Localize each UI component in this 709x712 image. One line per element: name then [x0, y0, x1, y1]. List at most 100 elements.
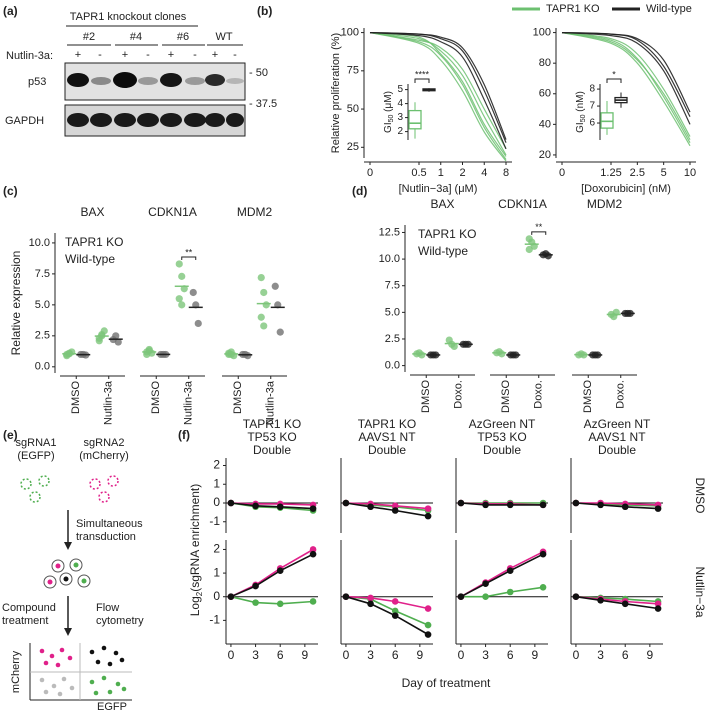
x-tick-label: Doxo.: [453, 380, 465, 409]
data-point: [309, 505, 317, 512]
inset-y-label: GI50 (nM): [575, 91, 587, 133]
x-tick-label: 3: [482, 648, 489, 662]
y-tick-label: 25: [347, 141, 359, 153]
panel-label: (f): [178, 428, 190, 442]
data-point: [112, 332, 120, 340]
x-tick-label: 6: [392, 648, 399, 662]
band: [226, 78, 244, 84]
data-point: [621, 503, 629, 511]
dose-curve: [561, 31, 691, 144]
y-tick-label: 2.5: [35, 330, 50, 342]
virus-icons: [20, 475, 50, 503]
y-tick-label: 0.0: [385, 360, 400, 372]
trend-line: [460, 586, 544, 598]
data-point: [257, 313, 265, 321]
data-point: [276, 567, 284, 575]
legend-label: Wild-type: [418, 244, 468, 258]
x-tick-label: 1: [438, 167, 444, 179]
data-point: [309, 550, 317, 558]
data-point: [260, 288, 268, 297]
data-point: [227, 593, 235, 601]
band: [113, 72, 137, 88]
x-tick-label: 1.25: [600, 167, 621, 179]
y-tick-label: 7: [589, 101, 595, 112]
cell-marker: [47, 579, 53, 585]
data-point: [276, 600, 284, 608]
x-tick-label: Doxo.: [533, 380, 545, 409]
y-tick-label: 60: [539, 88, 551, 100]
data-point: [367, 600, 374, 608]
significance-bracket: [181, 256, 197, 260]
data-point: [654, 605, 662, 612]
data-point: [189, 288, 197, 297]
y-tick-label: 3: [397, 112, 403, 123]
data-point: [391, 502, 399, 510]
dots-mcherry: [39, 647, 73, 668]
x-axis-title: [Doxorubicin] (nM): [581, 183, 671, 195]
diagram-text: cytometry: [96, 615, 144, 627]
trend-line: [460, 502, 544, 506]
trend-line: [575, 502, 659, 506]
y-axis-title: Log2(sgRNA enrichment): [188, 484, 204, 617]
dose-curve: [369, 31, 507, 150]
arrowhead: [64, 628, 72, 636]
diagram-text: sgRNA1: [16, 437, 57, 449]
trend-line: [575, 595, 659, 610]
data-point: [276, 328, 284, 336]
dots-double: [89, 645, 125, 667]
x-tick-label: 8: [503, 167, 509, 179]
y-tick-label: 1: [213, 476, 220, 490]
x-tick-label: 3: [597, 648, 604, 662]
x-tick-label: 9: [532, 648, 539, 662]
x-tick-label: 5: [661, 167, 667, 179]
label-part: (μM): [383, 91, 394, 115]
data-point: [276, 503, 284, 511]
data-point: [482, 593, 489, 601]
clone-label: #6: [177, 31, 189, 43]
panel-label: (a): [3, 4, 18, 18]
data-point: [309, 598, 317, 605]
data-point: [424, 631, 432, 638]
y-tick-label: 2: [397, 126, 403, 137]
data-point: [482, 501, 489, 509]
x-tick-label: DMSO: [420, 380, 432, 413]
x-tick-label: Doxo.: [615, 380, 627, 409]
data-point: [175, 295, 183, 303]
data-point: [252, 599, 259, 606]
size-marker: - 37.5: [249, 98, 277, 110]
y-tick-label: 75: [347, 65, 359, 77]
treatment-sign: +: [122, 49, 128, 61]
data-point: [506, 567, 514, 575]
size-marker: - 50: [249, 67, 268, 79]
data-point: [506, 501, 514, 509]
trend-line: [345, 502, 429, 517]
dose-curve: [369, 32, 507, 162]
band: [205, 113, 225, 127]
trend-line: [345, 502, 429, 510]
y-tick-label: 50: [347, 103, 359, 115]
diagram-text: Compound: [2, 602, 56, 614]
dose-curve: [561, 31, 691, 140]
data-point: [391, 607, 399, 615]
cell-marker: [81, 578, 87, 584]
data-point: [654, 505, 662, 512]
diagram-text: sgRNA2: [84, 437, 125, 449]
data-point: [539, 583, 547, 591]
band: [67, 113, 89, 127]
significance-bracket: [414, 78, 430, 83]
x-tick-label: DMSO: [582, 380, 594, 413]
data-point: [424, 505, 432, 512]
diagram-text: Simultaneous: [76, 518, 143, 530]
dots-egfp: [89, 675, 127, 696]
significance: **: [185, 247, 193, 257]
data-point: [597, 501, 604, 509]
y-tick-label: 40: [539, 118, 551, 130]
significance: **: [535, 222, 543, 232]
legend-label: Wild-type: [65, 252, 115, 266]
band: [114, 113, 136, 127]
x-tick-label: DMSO: [500, 380, 512, 413]
treatment-sign: -: [233, 49, 237, 61]
data-point: [227, 499, 235, 507]
x-tick-label: 9: [417, 648, 424, 662]
